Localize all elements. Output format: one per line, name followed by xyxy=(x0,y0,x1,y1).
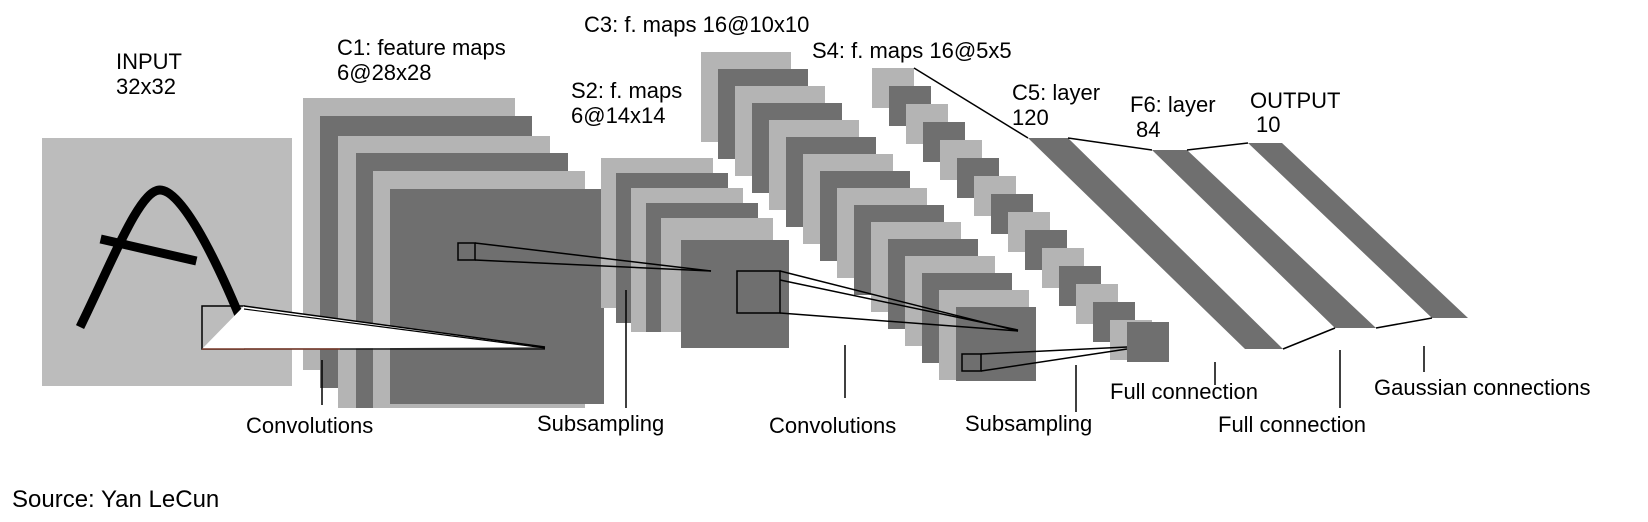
full-connection-lines xyxy=(1067,137,1433,350)
s2-size-label: 6@14x14 xyxy=(571,103,666,128)
c1-map xyxy=(390,189,604,404)
handwritten-letter-a xyxy=(75,185,251,336)
c3-to-s4-projection xyxy=(980,346,1128,372)
c3-feature-maps xyxy=(701,52,1036,381)
c5-size-label: 120 xyxy=(1012,105,1049,130)
output-size-label: 10 xyxy=(1256,112,1280,137)
operation-label-subsampling-1: Subsampling xyxy=(537,411,664,436)
operation-label-convolutions-1: Convolutions xyxy=(246,413,373,438)
s2-receptive-field xyxy=(736,270,781,314)
c1-size-label: 6@28x28 xyxy=(337,60,432,85)
input-to-c1-projection xyxy=(202,305,546,350)
f6-layer xyxy=(1152,150,1376,328)
input-size-label: 32x32 xyxy=(116,74,176,99)
f6-size-label: 84 xyxy=(1136,117,1160,142)
input-layer xyxy=(42,138,292,386)
operation-label-subsampling-2: Subsampling xyxy=(965,411,1092,436)
c1-receptive-field xyxy=(457,242,476,261)
s2-to-c3-projection xyxy=(779,270,1019,332)
s4-label: S4: f. maps 16@5x5 xyxy=(812,38,1012,63)
operation-label-full-connection-1: Full connection xyxy=(1110,379,1258,404)
c5-label: C5: layer xyxy=(1012,80,1100,105)
c3-receptive-field xyxy=(961,353,982,372)
s2-label: S2: f. maps xyxy=(571,78,682,103)
operation-label-convolutions-2: Convolutions xyxy=(769,413,896,438)
s4-feature-maps xyxy=(872,68,1169,362)
c5-layer xyxy=(1028,138,1283,349)
s4-to-c5-connection xyxy=(913,67,1029,139)
operation-label-full-connection-2: Full connection xyxy=(1218,412,1366,437)
operation-label-gaussian-connections: Gaussian connections xyxy=(1374,375,1590,400)
output-layer xyxy=(1248,143,1468,318)
operation-pointer-ticks xyxy=(321,290,1425,412)
c1-to-s2-projection xyxy=(474,242,712,272)
c3-label: C3: f. maps 16@10x10 xyxy=(584,12,809,37)
input-label: INPUT xyxy=(116,49,182,74)
s2-map xyxy=(681,240,789,348)
output-label: OUTPUT xyxy=(1250,88,1340,113)
f6-label: F6: layer xyxy=(1130,92,1216,117)
source-caption: Source: Yan LeCun xyxy=(12,486,219,513)
c1-label: C1: feature maps xyxy=(337,35,506,60)
